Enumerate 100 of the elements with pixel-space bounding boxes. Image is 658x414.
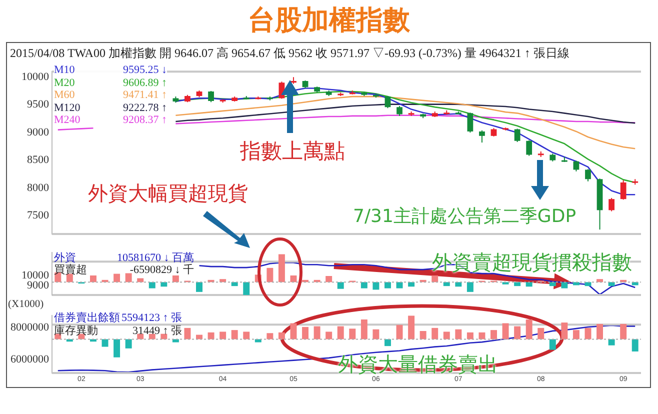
candlestick	[620, 180, 626, 200]
annotation: 外資大幅買超現貨	[88, 180, 248, 207]
bar	[432, 275, 438, 282]
bar	[220, 332, 226, 340]
annotation: 9471.41 ↑	[123, 89, 167, 102]
bar	[478, 332, 486, 340]
annotation: 9208.37 ↑	[123, 114, 167, 126]
bar	[455, 329, 462, 340]
y-tick-label: 9500	[27, 98, 50, 111]
bar	[243, 282, 250, 295]
bar	[66, 274, 73, 282]
bar	[66, 339, 73, 342]
bar	[632, 339, 638, 352]
bar	[526, 319, 532, 340]
bar	[490, 330, 497, 340]
bar	[608, 282, 615, 286]
bar	[549, 282, 556, 286]
bar	[408, 316, 415, 340]
series-label: M240	[54, 114, 80, 126]
y-tick-label: 6000000	[10, 353, 50, 366]
text: M20	[54, 76, 75, 89]
text: M60	[54, 89, 75, 102]
bar	[432, 328, 438, 340]
bar	[184, 328, 191, 340]
bar	[420, 331, 426, 340]
bar	[526, 282, 532, 287]
bar	[514, 326, 521, 340]
bar	[148, 282, 156, 288]
y-tick-label: 9000	[27, 126, 50, 138]
y-tick-label: 8000000	[10, 322, 50, 334]
bar	[90, 339, 96, 342]
bar	[349, 328, 356, 340]
y-axis-title: (X1000)	[8, 299, 44, 310]
bar	[384, 339, 391, 346]
bar	[231, 282, 238, 286]
bar	[266, 333, 274, 340]
annotation: 31449 ↑ 張	[132, 325, 182, 337]
bar	[396, 282, 403, 288]
annotation: 5594123 ↑ 張	[122, 312, 182, 324]
bar	[620, 324, 627, 340]
bar	[231, 330, 238, 340]
bar	[172, 339, 179, 342]
bar	[278, 332, 285, 340]
y-tick-label: 7500	[27, 210, 50, 222]
candlestick	[526, 140, 532, 156]
bar	[455, 282, 462, 287]
bar	[278, 254, 285, 282]
bar	[208, 332, 214, 340]
annotation: 指數上萬點	[240, 138, 345, 165]
chart-subtitle: 2015/04/08 TWA00 加權指數 開 9646.07 高 9654.67 低 9562 收 9571.97 ▽-69.93 (-0.73%) 量 4964321 ↑ 張日線	[10, 45, 570, 62]
bar	[572, 330, 580, 340]
bar	[408, 282, 415, 287]
bar	[538, 328, 544, 340]
bar	[596, 324, 604, 340]
bar	[114, 339, 120, 358]
bar	[243, 332, 250, 340]
bar	[102, 339, 108, 347]
bar	[125, 339, 132, 348]
bar	[160, 282, 168, 287]
y-tick-label: 8000	[27, 182, 50, 194]
bar	[172, 275, 179, 282]
y-tick-label: 10000	[22, 71, 50, 84]
candlestick	[396, 105, 402, 116]
y-tick-label: 9000	[27, 279, 50, 292]
bar	[114, 274, 120, 282]
text: M120	[54, 102, 80, 114]
bar	[125, 273, 132, 282]
bar	[337, 282, 344, 289]
candlestick	[573, 160, 580, 172]
bar	[608, 339, 615, 346]
series-label: 庫存異動	[54, 325, 98, 337]
y-tick-label: 10000	[22, 269, 50, 282]
text: 借券賣出餘額	[54, 312, 120, 324]
annotation: 9606.89 ↑	[123, 76, 167, 89]
chart-title: 台股加權指數	[247, 4, 411, 38]
bar	[502, 323, 509, 340]
candlestick	[479, 130, 485, 144]
candlestick	[384, 95, 391, 109]
candlestick	[585, 168, 591, 182]
annotation: 7/31主計處公告第二季GDP	[353, 205, 576, 228]
bar	[90, 275, 96, 282]
bar	[443, 332, 450, 340]
bar	[514, 282, 521, 286]
annotation: 10581670 ↓ 百萬	[117, 252, 194, 264]
candlestick	[608, 197, 614, 212]
text: M10	[54, 64, 75, 76]
bar	[466, 282, 474, 292]
annotation: 9595.25 ↓	[123, 64, 167, 76]
bar	[561, 282, 568, 288]
bar	[561, 322, 568, 340]
bar	[196, 282, 202, 292]
bar	[360, 282, 368, 288]
bar	[372, 282, 380, 290]
candlestick	[514, 128, 520, 142]
bar	[302, 327, 309, 340]
text: 外資	[54, 252, 76, 264]
annotation: 9222.78 ↑	[123, 102, 167, 114]
bar	[337, 326, 344, 340]
bar	[443, 282, 450, 286]
bar	[384, 282, 391, 288]
